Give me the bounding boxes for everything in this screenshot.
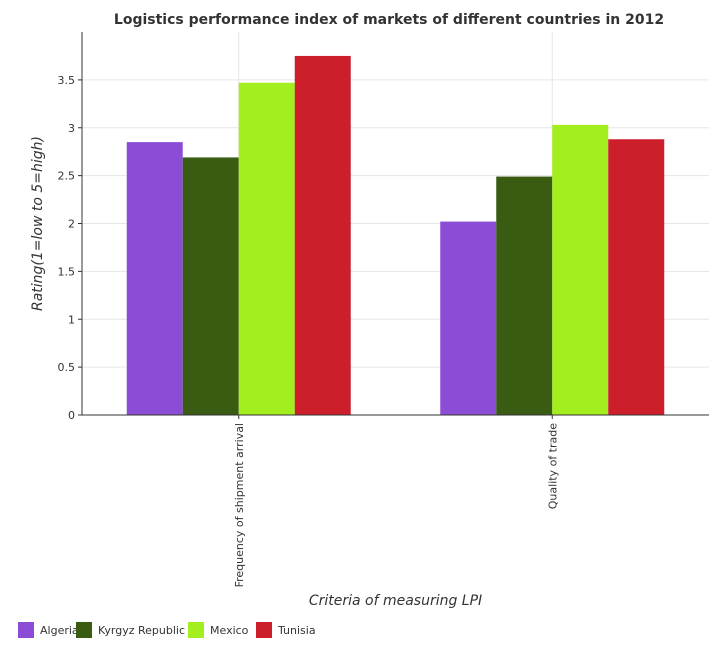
bar-algeria (440, 221, 497, 415)
y-tick-label: 3.5 (58, 74, 76, 87)
y-tick-label: 0 (68, 409, 75, 422)
y-tick-label: 1.5 (58, 265, 76, 278)
x-tick-label: Quality of trade (546, 423, 559, 509)
y-axis-title: Rating(1=low to 5=high) (30, 136, 46, 311)
bar-tunisia (608, 139, 665, 416)
bar-mexico (238, 82, 295, 415)
y-tick-label: 3 (68, 122, 75, 135)
legend-label: Mexico (210, 624, 249, 637)
y-tick-label: 2 (68, 218, 75, 231)
y-tick-label: 0.5 (58, 361, 76, 374)
bar-tunisia (294, 55, 351, 415)
bar-mexico (552, 124, 609, 415)
legend-swatch (256, 622, 272, 638)
legend-swatch (76, 622, 92, 638)
legend-swatch (18, 622, 34, 638)
bar-kyrgyz-republic (496, 176, 553, 415)
axes: 0 0.5 1 1.5 2 2.5 3 3.5 Frequency of shipment ar… (58, 32, 709, 587)
bars (126, 55, 665, 416)
legend-swatch (188, 622, 204, 638)
x-tick-label: Frequency of shipment arrival (233, 423, 246, 587)
y-tick-label: 1 (68, 313, 75, 326)
x-axis-title: Criteria of measuring LPI (309, 593, 482, 609)
legend-label: Tunisia (277, 624, 316, 637)
bar-algeria (126, 142, 183, 416)
bar-kyrgyz-republic (182, 157, 239, 415)
chart-title: Logistics performance index of markets o… (114, 12, 664, 28)
y-tick-label: 2.5 (58, 170, 76, 183)
legend-label: Algeria (40, 624, 79, 637)
legend-label: Kyrgyz Republic (98, 624, 185, 637)
legend: Algeria Kyrgyz Republic Mexico Tunisia (18, 622, 316, 638)
